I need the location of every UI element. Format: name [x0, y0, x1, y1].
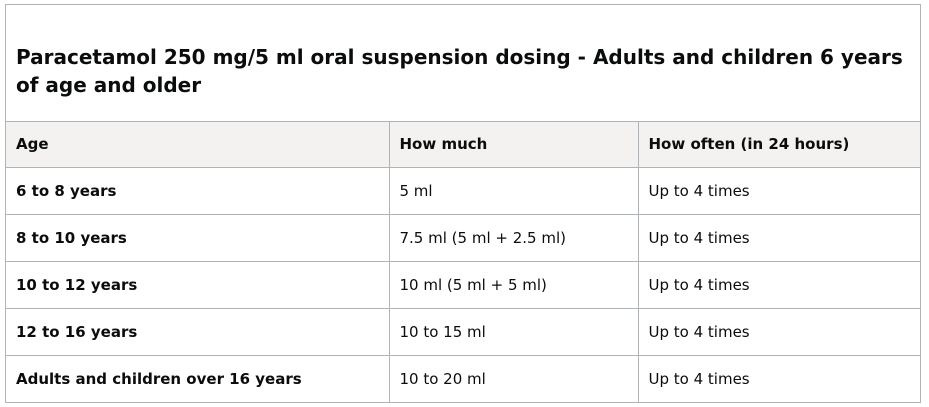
table-row: 6 to 8 years 5 ml Up to 4 times: [6, 167, 920, 215]
frequency-cell: Up to 4 times: [648, 369, 750, 388]
age-cell: 8 to 10 years: [6, 214, 390, 262]
table-row: 12 to 16 years 10 to 15 ml Up to 4 times: [6, 308, 920, 356]
frequency-cell: Up to 4 times: [638, 308, 920, 356]
table-row: 10 to 12 years 10 ml (5 ml + 5 ml) Up to…: [6, 261, 920, 309]
amount-cell: 10 to 15 ml: [389, 308, 639, 356]
amount-cell: 5 ml: [389, 167, 639, 215]
dosing-grid: Age How much How often (in 24 hours) 6 t…: [6, 122, 920, 402]
age-cell: 6 to 8 years: [6, 167, 390, 215]
amount-cell: 7.5 ml (5 ml + 2.5 ml): [389, 214, 639, 262]
header-row: Age How much How often (in 24 hours): [6, 122, 920, 168]
amount-cell: 10 ml (5 ml + 5 ml): [389, 261, 639, 309]
table-row: 8 to 10 years 7.5 ml (5 ml + 2.5 ml) Up …: [6, 214, 920, 262]
age-cell: 12 to 16 years: [6, 308, 390, 356]
header-how-often: How often (in 24 hours): [638, 122, 920, 168]
age-cell: 10 to 12 years: [6, 261, 390, 309]
frequency-cell: Up to 4 times: [638, 261, 920, 309]
frequency-cell: Up to 4 times: [638, 167, 920, 215]
header-age: Age: [6, 122, 390, 168]
table-row: Adults and children over 16 years 10 to …: [6, 355, 920, 402]
frequency-cell: Up to 4 times: [638, 214, 920, 262]
header-how-much: How much: [389, 122, 639, 168]
dosing-table: Paracetamol 250 mg/5 ml oral suspension …: [5, 4, 921, 403]
age-cell: Adults and children over 16 years: [6, 355, 390, 402]
table-caption: Paracetamol 250 mg/5 ml oral suspension …: [6, 5, 920, 122]
amount-cell: 10 to 20 ml: [389, 355, 639, 402]
